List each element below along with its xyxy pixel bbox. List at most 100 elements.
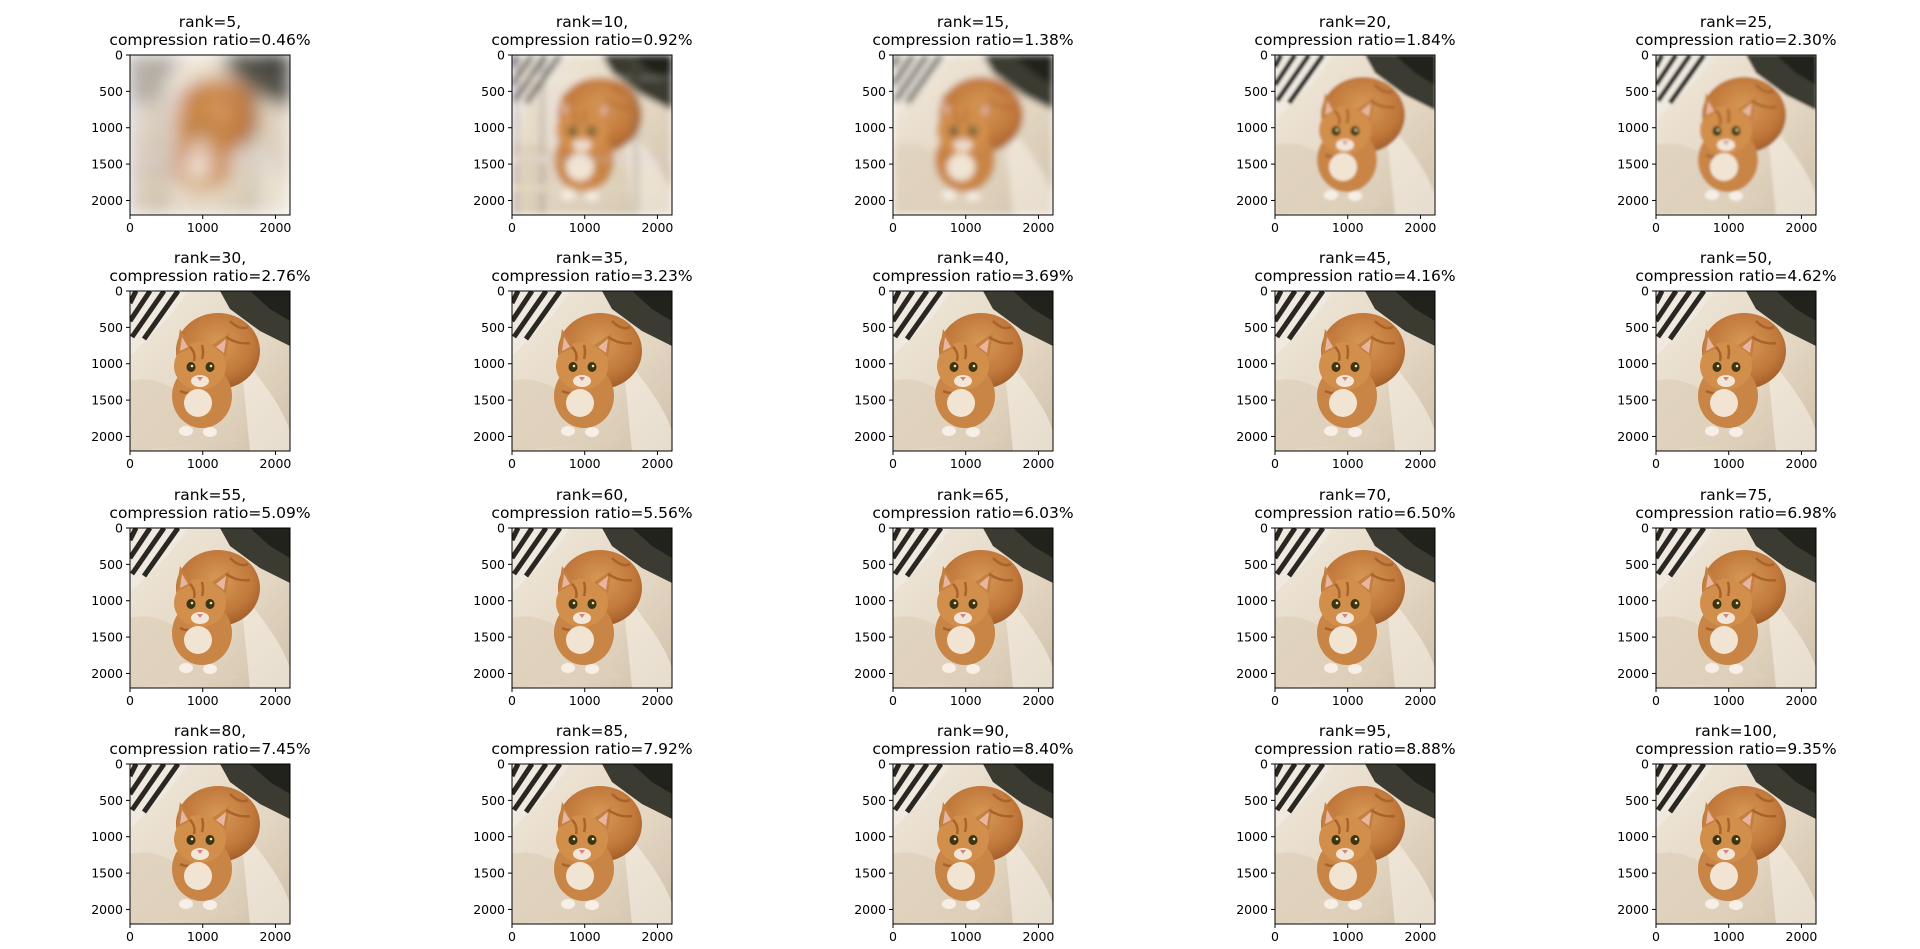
x-tick-label: 0	[1271, 456, 1279, 471]
subplot: rank=100,compression ratio=9.35%0 1000 200…	[1617, 722, 1836, 944]
x-tick-label: 1000	[1332, 929, 1364, 944]
axes-frame	[892, 54, 1054, 216]
x-tick-label: 0	[889, 220, 897, 235]
axes-frame	[1274, 527, 1436, 689]
y-tick-label: 0	[115, 757, 123, 772]
y-tick-label: 1000	[1236, 120, 1268, 135]
subplot-title-rank: rank=45,	[1319, 249, 1391, 267]
subplot-title-rank: rank=85,	[556, 722, 628, 740]
y-tick-label: 1500	[1617, 157, 1649, 172]
y-tick-label: 0	[497, 521, 505, 536]
axes-frame	[1655, 290, 1817, 452]
x-tick-label: 0	[1271, 929, 1279, 944]
y-tick-label: 2000	[91, 666, 123, 681]
subplot-title-ratio: compression ratio=6.03%	[872, 504, 1073, 522]
y-tick-label: 0	[878, 757, 886, 772]
x-tick-label: 2000	[642, 929, 674, 944]
reconstructed-cat-image	[130, 291, 290, 451]
subplot-title-ratio: compression ratio=3.69%	[872, 267, 1073, 285]
x-tick-label: 2000	[1405, 929, 1437, 944]
x-tick-label: 2000	[1786, 693, 1818, 708]
y-tick-label: 1500	[473, 866, 505, 881]
axes-frame	[511, 54, 673, 216]
x-tick-label: 0	[1271, 220, 1279, 235]
subplot-title-ratio: compression ratio=0.92%	[491, 31, 692, 49]
x-tick-label: 1000	[569, 929, 601, 944]
subplot-title-rank: rank=65,	[937, 486, 1009, 504]
y-tick-label: 500	[862, 793, 886, 808]
axes-frame	[129, 290, 291, 452]
y-tick-label: 1000	[91, 356, 123, 371]
x-tick-label: 2000	[1786, 929, 1818, 944]
x-tick-label: 2000	[260, 220, 292, 235]
y-tick-label: 500	[1625, 320, 1649, 335]
y-tick-label: 2000	[854, 666, 886, 681]
axes-frame	[1655, 54, 1817, 216]
x-tick-label: 0	[508, 456, 516, 471]
axes-frame	[892, 527, 1054, 689]
y-tick-label: 0	[1641, 757, 1649, 772]
y-tick-label: 500	[99, 793, 123, 808]
subplot-grid: rank=5,compression ratio=0.46%0 1000 20000…	[91, 13, 1836, 944]
axes-frame	[511, 290, 673, 452]
reconstructed-cat-image	[512, 528, 672, 688]
subplot-title-rank: rank=15,	[937, 13, 1009, 31]
y-tick-label: 2000	[854, 429, 886, 444]
y-tick-label: 1000	[473, 356, 505, 371]
subplot-title-ratio: compression ratio=5.56%	[491, 504, 692, 522]
y-tick-label: 0	[497, 757, 505, 772]
y-tick-label: 1500	[91, 393, 123, 408]
y-tick-label: 500	[1625, 557, 1649, 572]
reconstructed-cat-image	[512, 764, 672, 924]
x-tick-label: 0	[1652, 929, 1660, 944]
y-tick-label: 2000	[1617, 193, 1649, 208]
x-tick-label: 1000	[569, 693, 601, 708]
y-tick-label: 1000	[1617, 593, 1649, 608]
subplot-title-rank: rank=90,	[937, 722, 1009, 740]
subplot-title-rank: rank=95,	[1319, 722, 1391, 740]
y-tick-label: 0	[878, 284, 886, 299]
reconstructed-cat-image	[1656, 291, 1816, 451]
axes-frame	[129, 54, 291, 216]
x-tick-label: 0	[889, 693, 897, 708]
y-tick-label: 1500	[1236, 157, 1268, 172]
y-tick-label: 500	[99, 557, 123, 572]
reconstructed-cat-image	[130, 764, 290, 924]
x-tick-label: 1000	[569, 456, 601, 471]
y-tick-label: 2000	[1236, 193, 1268, 208]
y-tick-label: 0	[878, 521, 886, 536]
y-tick-label: 1500	[1236, 866, 1268, 881]
x-tick-label: 1000	[950, 220, 982, 235]
axes-frame	[892, 763, 1054, 925]
axes-frame	[1655, 763, 1817, 925]
y-tick-label: 1500	[473, 393, 505, 408]
x-tick-label: 0	[126, 929, 134, 944]
y-tick-label: 0	[1641, 521, 1649, 536]
y-tick-label: 2000	[854, 193, 886, 208]
subplot-title-rank: rank=20,	[1319, 13, 1391, 31]
y-tick-label: 0	[1641, 284, 1649, 299]
x-tick-label: 0	[508, 220, 516, 235]
x-tick-label: 1000	[950, 929, 982, 944]
reconstructed-cat-image	[1656, 764, 1816, 924]
reconstructed-cat-image	[512, 291, 672, 451]
subplot: rank=75,compression ratio=6.98%0 1000 2000…	[1617, 486, 1836, 708]
axes-frame	[1274, 763, 1436, 925]
y-tick-label: 2000	[473, 902, 505, 917]
subplot-title-ratio: compression ratio=2.30%	[1635, 31, 1836, 49]
y-tick-label: 1000	[473, 120, 505, 135]
y-tick-label: 1000	[854, 593, 886, 608]
x-tick-label: 0	[889, 456, 897, 471]
y-tick-label: 2000	[1617, 429, 1649, 444]
x-tick-label: 1000	[187, 456, 219, 471]
subplot-title-ratio: compression ratio=1.38%	[872, 31, 1073, 49]
x-tick-label: 2000	[642, 220, 674, 235]
reconstructed-cat-image	[1275, 55, 1435, 215]
x-tick-label: 2000	[1023, 693, 1055, 708]
y-tick-label: 1000	[1236, 829, 1268, 844]
subplot: rank=50,compression ratio=4.62%0 1000 2000…	[1617, 249, 1836, 471]
subplot: rank=90,compression ratio=8.40%0 1000 2000…	[854, 722, 1073, 944]
y-tick-label: 0	[1260, 48, 1268, 63]
subplot: rank=5,compression ratio=0.46%0 1000 20000…	[91, 13, 310, 235]
